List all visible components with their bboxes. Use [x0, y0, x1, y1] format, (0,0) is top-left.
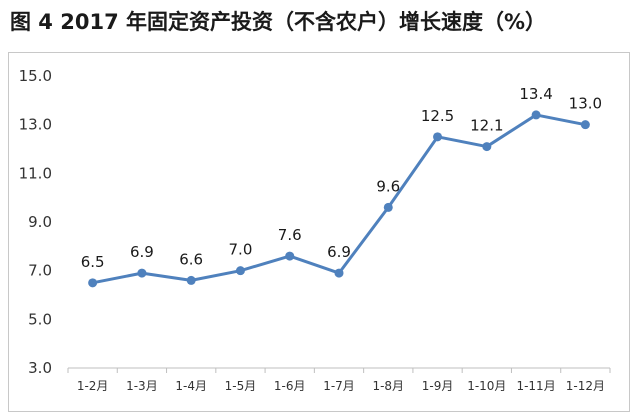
x-tick-label: 1-12月	[566, 379, 605, 393]
x-tick-label: 1-5月	[225, 379, 257, 393]
x-tick-label: 1-3月	[126, 379, 158, 393]
data-label: 6.5	[81, 253, 105, 271]
chart-frame	[8, 52, 630, 412]
x-tick-label: 1-4月	[175, 379, 207, 393]
data-point	[137, 268, 147, 278]
y-tick-label: 9.0	[28, 213, 52, 231]
y-tick-label: 3.0	[28, 359, 52, 377]
data-point	[383, 202, 393, 212]
data-label: 7.6	[278, 226, 302, 244]
y-tick-label: 7.0	[28, 262, 52, 280]
data-label: 13.4	[519, 85, 552, 103]
x-tick-label: 1-7月	[323, 379, 355, 393]
data-point	[334, 268, 344, 278]
data-label: 6.6	[179, 250, 203, 268]
data-label: 13.0	[569, 95, 602, 113]
data-point	[186, 275, 196, 285]
data-point	[88, 278, 98, 288]
data-label: 12.5	[421, 107, 454, 125]
y-tick-label: 15.0	[19, 67, 52, 85]
data-label: 6.9	[327, 243, 351, 261]
data-label: 12.1	[470, 117, 503, 135]
chart-title: 图 4 2017 年固定资产投资（不含农户）增长速度（%）	[10, 10, 547, 34]
data-label: 7.0	[229, 241, 253, 259]
data-label: 9.6	[376, 177, 400, 195]
x-tick-label: 1-6月	[274, 379, 306, 393]
data-point	[531, 110, 541, 120]
x-tick-label: 1-8月	[372, 379, 404, 393]
x-tick-label: 1-10月	[467, 379, 506, 393]
y-tick-label: 5.0	[28, 310, 52, 328]
data-point	[235, 266, 245, 276]
x-tick-label: 1-11月	[516, 379, 555, 393]
x-tick-label: 1-9月	[422, 379, 454, 393]
x-tick-label: 1-2月	[77, 379, 109, 393]
data-point	[433, 132, 443, 142]
data-point	[482, 142, 492, 152]
data-point	[580, 120, 590, 130]
data-point	[285, 251, 295, 261]
data-label: 6.9	[130, 243, 154, 261]
y-tick-label: 13.0	[19, 116, 52, 134]
y-tick-label: 11.0	[19, 164, 52, 182]
